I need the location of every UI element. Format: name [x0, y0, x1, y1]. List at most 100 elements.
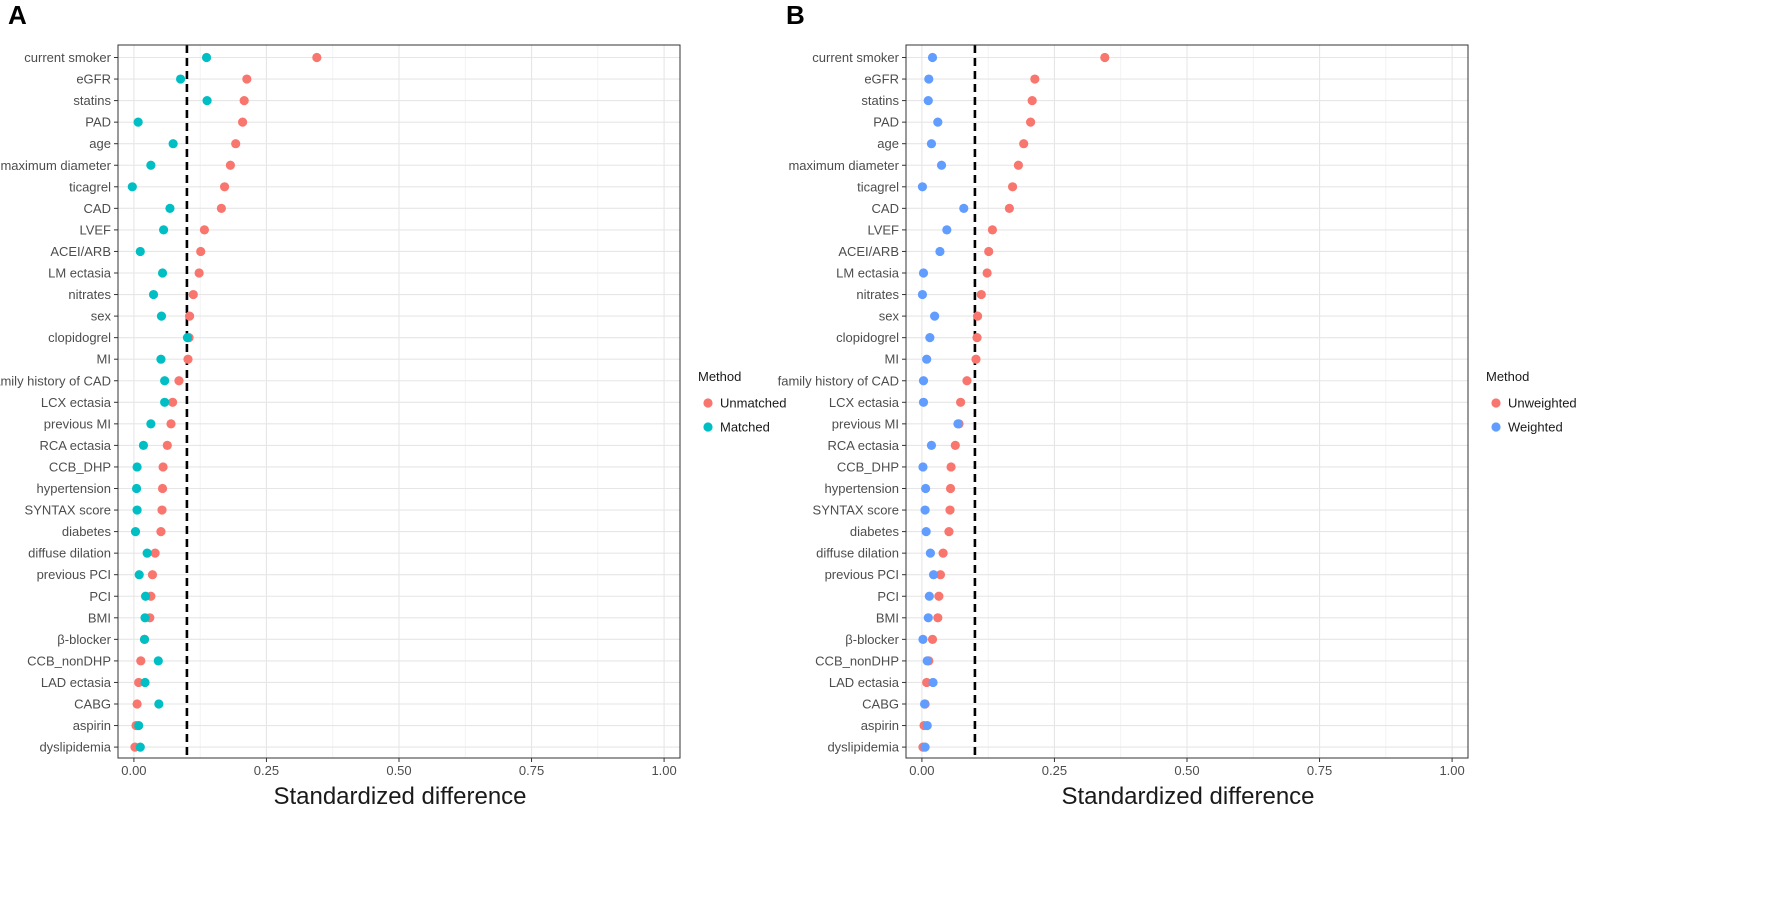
panel-a-point-matched	[156, 311, 167, 321]
panel-a-y-tick-label: SYNTAX score	[25, 503, 111, 518]
panel-a-point-unmatched	[168, 397, 178, 407]
panel-b-point-weighted	[920, 742, 930, 752]
panel-b-point-weighted	[924, 74, 934, 84]
panel-a-point-matched	[160, 376, 170, 386]
panel-a-point-matched	[148, 289, 159, 300]
panel-a-point-matched	[134, 720, 144, 731]
panel-a-y-tick-label: CABG	[74, 697, 111, 712]
panel-b-y-tick-label: RCA ectasia	[827, 438, 899, 453]
panel-b-point-unweighted	[933, 613, 943, 623]
panel-a-y-tick-label: nitrates	[68, 287, 111, 302]
panel-a-y-tick-label: PCI	[89, 589, 111, 604]
panel-b-y-tick-label: SYNTAX score	[813, 503, 899, 518]
panel-b-point-unweighted	[976, 289, 986, 300]
panel-a-point-matched	[156, 354, 166, 364]
panel-b-point-weighted	[923, 613, 933, 623]
panel-b-point-weighted	[959, 203, 969, 213]
panel-b-point-weighted	[935, 246, 945, 257]
panel-b-x-tick-label: 0.00	[909, 763, 934, 778]
panel-b-point-unweighted	[962, 376, 972, 386]
panel-a-y-tick-label: diabetes	[62, 524, 112, 539]
panel-a-point-unmatched	[162, 440, 172, 450]
panel-a-point-matched	[130, 527, 141, 537]
panel-b-point-weighted	[921, 527, 931, 537]
panel-b-point-unweighted	[956, 397, 966, 407]
panel-b-point-weighted	[920, 505, 930, 515]
panel-b-point-unweighted	[934, 591, 944, 601]
panel-b-y-tick-label: ACEI/ARB	[838, 244, 899, 259]
panel-b-point-weighted	[926, 139, 937, 149]
panel-a-point-unmatched	[239, 96, 249, 106]
panel-a-point-unmatched	[156, 527, 166, 537]
panel-a-legend-key-unmatched	[703, 398, 713, 408]
panel-a-point-unmatched	[157, 505, 167, 515]
panel-b-y-tick-label: nitrates	[856, 287, 899, 302]
panel-a-point-matched	[146, 419, 156, 429]
panel-a-point-unmatched	[231, 139, 241, 149]
panel-a-point-unmatched	[237, 117, 248, 127]
panel-a-y-tick-label: LVEF	[79, 222, 111, 237]
panel-b-y-tick-label: sex	[879, 309, 900, 324]
panel-a-x-tick-label: 1.00	[651, 763, 676, 778]
panel-b-point-weighted	[919, 699, 930, 709]
panel-b-y-tick-label: PAD	[873, 115, 899, 130]
panel-b-point-unweighted	[1027, 96, 1037, 106]
panel-b-y-tick-label: previous MI	[832, 416, 899, 431]
panel-a-point-unmatched	[158, 462, 168, 472]
panel-a-y-tick-label: previous PCI	[37, 567, 111, 582]
panel-b-point-weighted	[926, 440, 937, 450]
panel-b-point-weighted	[922, 720, 932, 731]
panel-a-y-tick-label: diffuse dilation	[28, 546, 111, 561]
panel-a-point-unmatched	[132, 699, 142, 709]
panel-b-point-unweighted	[946, 462, 956, 472]
panel-a-y-tick-label: statins	[73, 93, 111, 108]
panel-b-y-tick-label: LCX ectasia	[829, 395, 900, 410]
panel-b-point-unweighted	[1007, 182, 1018, 192]
panel-b-y-tick-label: LAD ectasia	[829, 675, 900, 690]
panel-b-point-unweighted	[971, 354, 981, 364]
panel-b-y-tick-label: diffuse dilation	[816, 546, 899, 561]
panel-b-y-tick-label: LM ectasia	[836, 266, 900, 281]
panel-b-point-unweighted	[972, 311, 983, 321]
panel-a-y-tick-label: dyslipidemia	[39, 740, 111, 755]
panel-a-y-tick-label: β-blocker	[57, 632, 111, 647]
panel-a-y-tick-label: aspirin	[73, 718, 111, 733]
panel-b-point-unweighted	[944, 527, 954, 537]
panel-b-y-tick-label: previous PCI	[825, 567, 899, 582]
panel-b-point-weighted	[928, 677, 938, 688]
panel-b-point-weighted	[930, 311, 940, 321]
panel-b-y-tick-label: LVEF	[867, 222, 899, 237]
panel-a-point-unmatched	[183, 354, 193, 364]
panel-b-y-tick-label: current smoker	[812, 50, 899, 65]
panel-b-point-unweighted	[984, 246, 994, 257]
panel-a-point-matched	[132, 505, 142, 515]
panel-a-point-unmatched	[188, 289, 198, 300]
panel-a-x-tick-label: 0.25	[254, 763, 279, 778]
panel-b-point-unweighted	[927, 634, 938, 644]
panel-a-point-unmatched	[225, 160, 235, 170]
panel-b-point-weighted	[918, 634, 928, 644]
panel-b-y-tick-label: MI	[885, 352, 899, 367]
panel-a-point-matched	[175, 74, 186, 84]
panel-b-point-unweighted	[1030, 74, 1040, 84]
panel-b-point-unweighted	[1025, 117, 1036, 127]
panel-b-y-tick-label: aspirin	[861, 718, 899, 733]
panel-a-point-unmatched	[194, 268, 204, 278]
panel-b-y-tick-label: dyslipidemia	[827, 740, 899, 755]
panel-a-x-axis-label: Standardized difference	[273, 783, 526, 810]
panel-a-y-tick-label: previous MI	[44, 416, 111, 431]
panel-a-point-matched	[135, 742, 145, 752]
panel-a-y-tick-label: LCX ectasia	[41, 395, 112, 410]
panel-b-point-weighted	[918, 268, 929, 278]
panel-a-y-tick-label: PAD	[85, 115, 111, 130]
panel-a-x-tick-label: 0.00	[121, 763, 146, 778]
panel-b-x-tick-label: 0.75	[1307, 763, 1332, 778]
panel-a-point-matched	[127, 182, 137, 192]
panel-b-legend-title: Method	[1486, 369, 1529, 384]
panel-a-point-matched	[165, 203, 175, 213]
panel-a-point-matched	[142, 548, 152, 558]
panel-a-point-matched	[158, 225, 169, 235]
panel-a-y-tick-label: CCB_nonDHP	[27, 653, 111, 668]
panel-b-x-axis-label: Standardized difference	[1061, 783, 1314, 810]
panel-a-point-unmatched	[196, 246, 206, 257]
